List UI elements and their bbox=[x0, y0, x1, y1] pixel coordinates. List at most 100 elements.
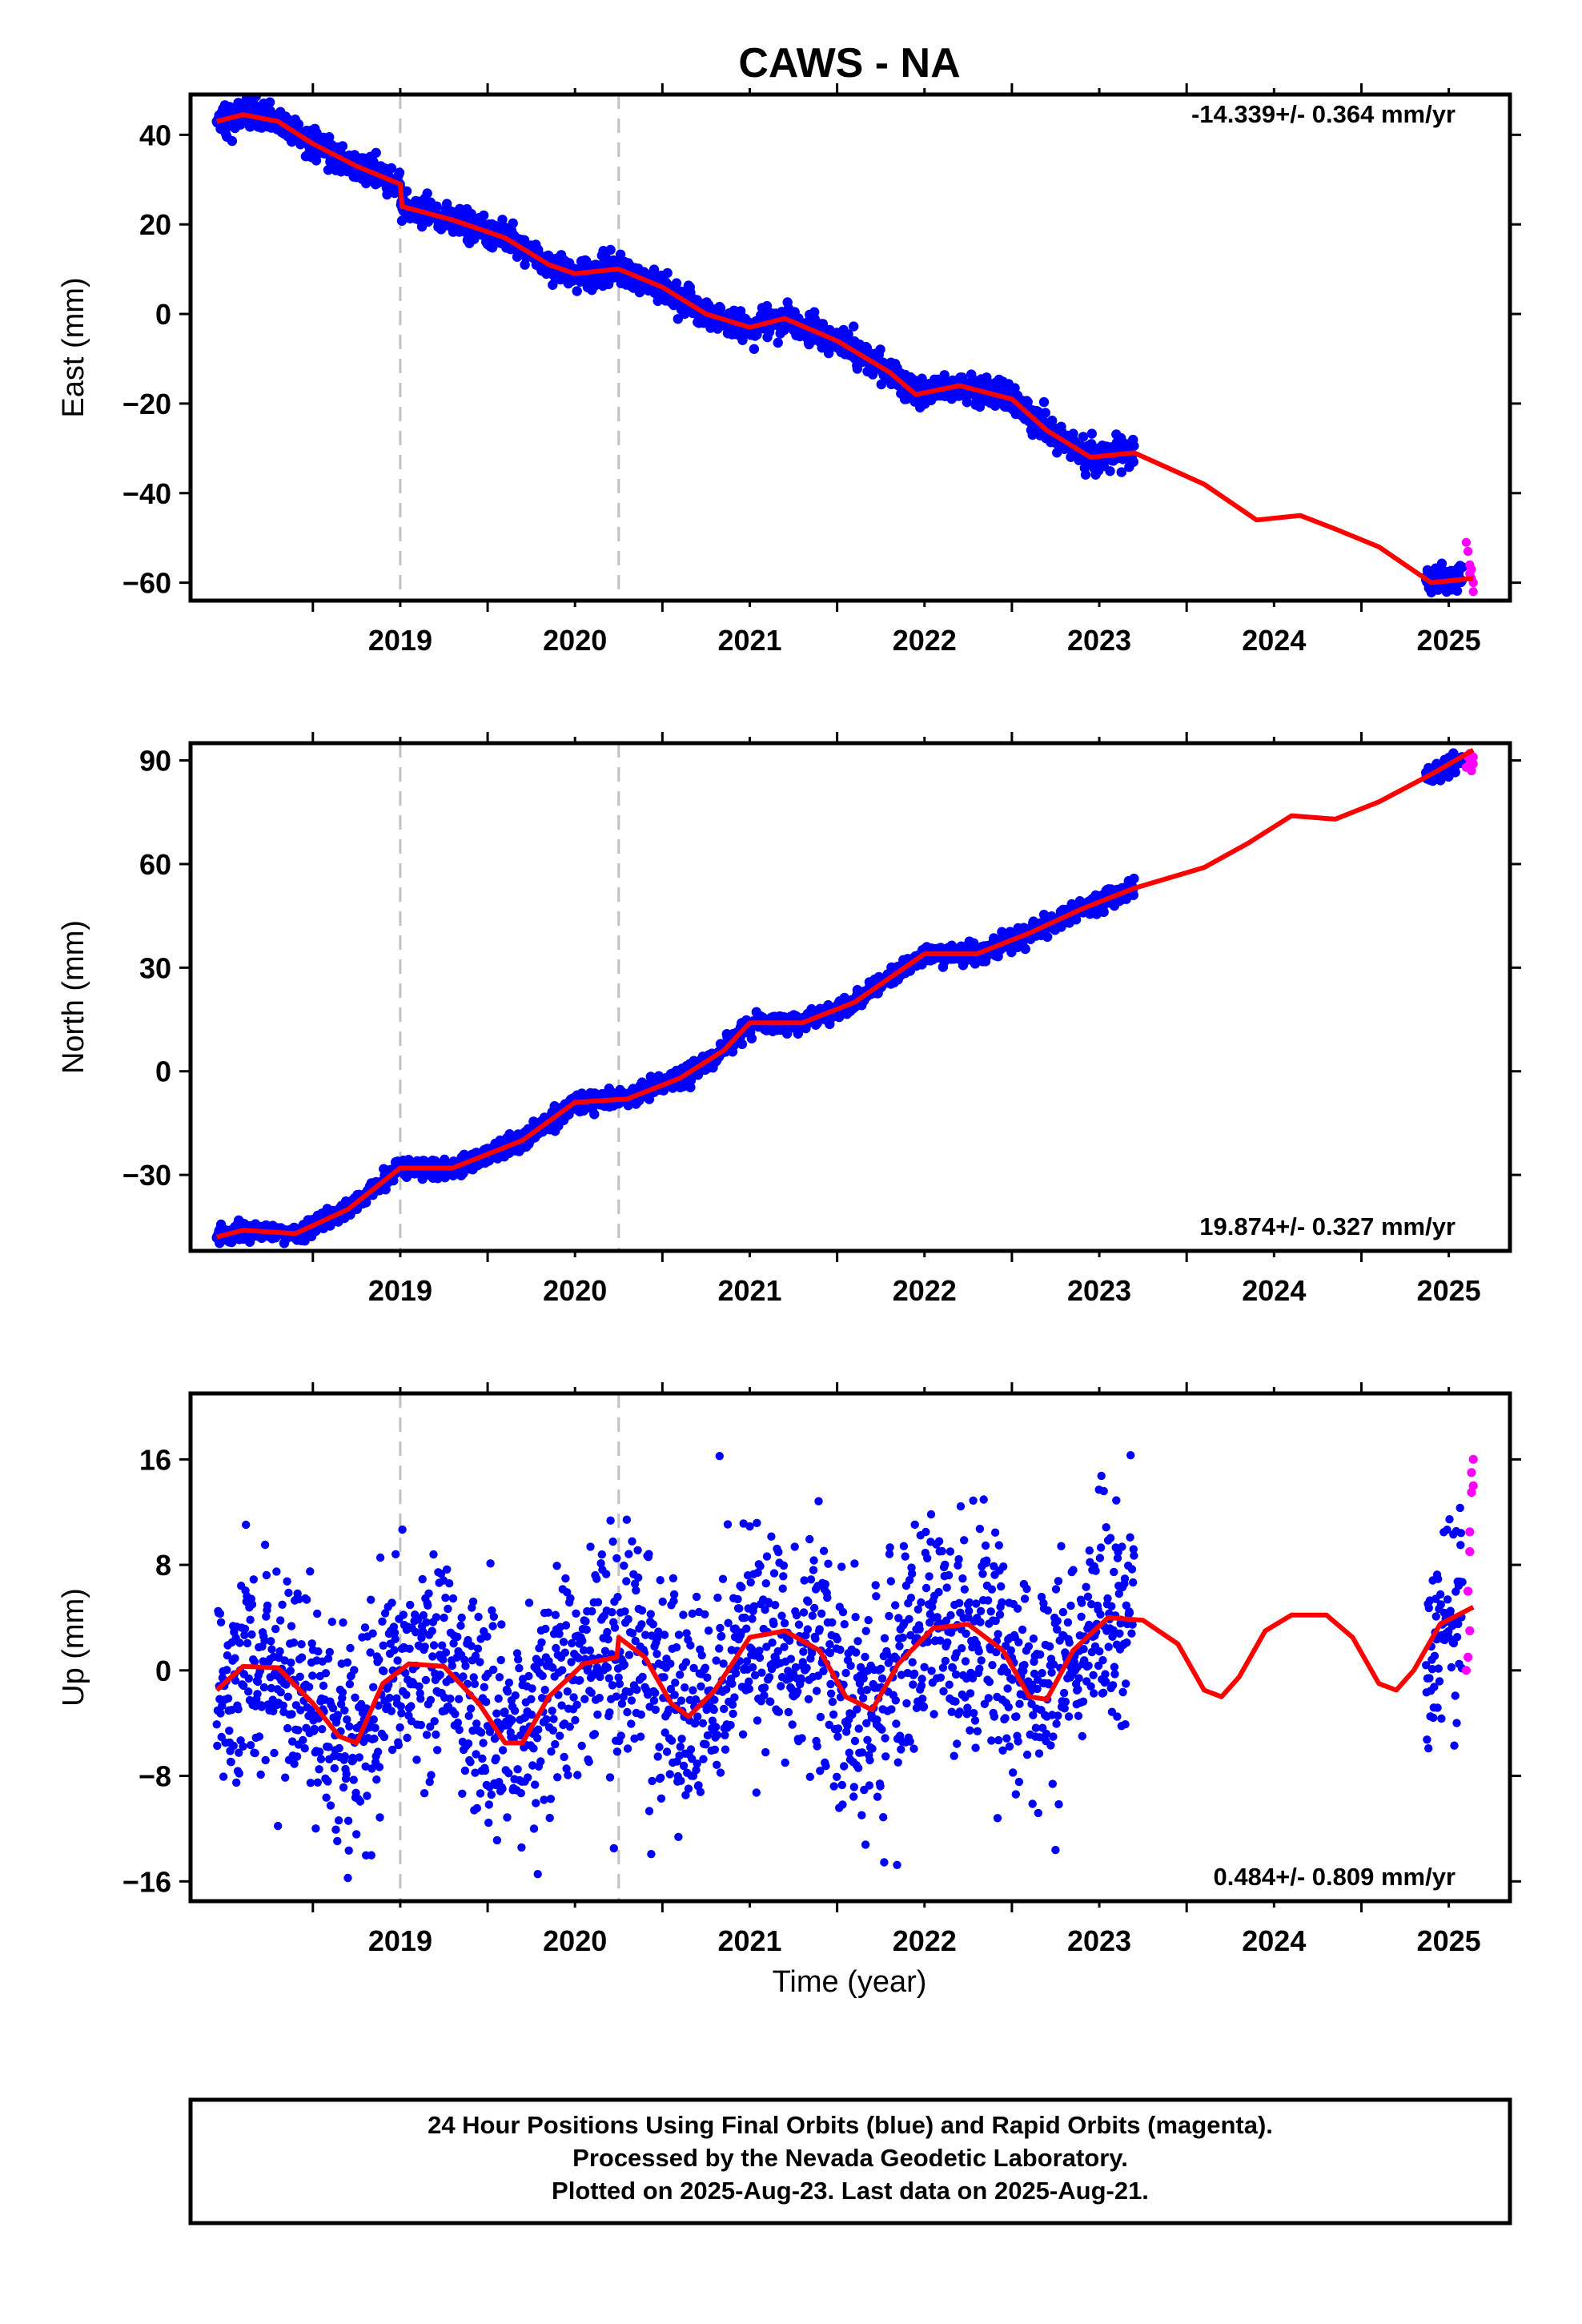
up-final-point bbox=[478, 1754, 487, 1763]
up-final-point bbox=[622, 1577, 631, 1586]
up-final-point bbox=[476, 1789, 485, 1798]
east-final-point bbox=[962, 397, 973, 408]
up-final-point bbox=[412, 1755, 421, 1764]
up-final-point bbox=[355, 1753, 363, 1762]
up-final-point bbox=[561, 1621, 571, 1630]
up-final-point bbox=[295, 1594, 303, 1604]
up-final-point bbox=[231, 1676, 240, 1685]
up-final-point bbox=[721, 1745, 730, 1754]
north-y-tick-label: 90 bbox=[139, 745, 171, 778]
up-final-point bbox=[693, 1712, 702, 1721]
up-final-point bbox=[370, 1734, 379, 1743]
up-final-point bbox=[684, 1784, 693, 1793]
east-x-tick-label: 2022 bbox=[893, 624, 957, 657]
up-final-point bbox=[540, 1686, 549, 1695]
up-final-point bbox=[651, 1705, 660, 1715]
up-final-point bbox=[279, 1701, 287, 1710]
up-final-point bbox=[472, 1750, 480, 1759]
up-final-point bbox=[269, 1707, 278, 1715]
east-final-point bbox=[1080, 469, 1091, 480]
up-final-point bbox=[438, 1641, 447, 1650]
up-final-point bbox=[592, 1574, 601, 1583]
north-final-point bbox=[1020, 943, 1030, 955]
up-final-point bbox=[439, 1655, 448, 1664]
east-final-point bbox=[311, 155, 322, 166]
up-final-point bbox=[563, 1687, 572, 1696]
east-final-point bbox=[1129, 440, 1139, 451]
east-final-point bbox=[1038, 396, 1050, 408]
up-final-point bbox=[448, 1661, 456, 1671]
up-final-point bbox=[593, 1710, 602, 1719]
east-final-point bbox=[662, 267, 673, 279]
east-final-point bbox=[917, 373, 927, 384]
up-final-point bbox=[717, 1631, 726, 1641]
up-final-point bbox=[665, 1705, 673, 1714]
up-final-point bbox=[375, 1763, 384, 1771]
up-final-point bbox=[360, 1623, 370, 1632]
up-final-point bbox=[373, 1747, 383, 1756]
up-final-point bbox=[571, 1715, 580, 1725]
up-final-point bbox=[624, 1614, 632, 1624]
up-final-point bbox=[516, 1788, 525, 1798]
up-final-point bbox=[672, 1642, 681, 1652]
up-final-point bbox=[596, 1559, 605, 1568]
up-final-point bbox=[433, 1746, 442, 1755]
up-final-point bbox=[660, 1673, 669, 1682]
east-rapid-point bbox=[1468, 587, 1478, 597]
up-final-point bbox=[412, 1628, 420, 1637]
up-final-point bbox=[596, 1672, 604, 1682]
up-final-point bbox=[541, 1624, 550, 1634]
up-final-point bbox=[548, 1663, 557, 1672]
north-final-point bbox=[1450, 767, 1460, 778]
up-final-point bbox=[339, 1783, 348, 1792]
up-final-point bbox=[679, 1610, 688, 1619]
up-final-point bbox=[689, 1663, 698, 1673]
up-final-point bbox=[391, 1550, 400, 1559]
up-final-point bbox=[247, 1600, 257, 1609]
up-final-point bbox=[290, 1759, 299, 1768]
up-final-point bbox=[494, 1694, 503, 1703]
up-final-point bbox=[622, 1515, 632, 1524]
up-final-point bbox=[699, 1755, 708, 1763]
north-x-tick-label: 2023 bbox=[1067, 1274, 1131, 1307]
up-final-point bbox=[339, 1618, 347, 1627]
up-final-point bbox=[492, 1835, 502, 1845]
up-final-point bbox=[536, 1658, 544, 1667]
east-final-point bbox=[432, 201, 442, 211]
up-final-point bbox=[223, 1666, 231, 1675]
east-final-point bbox=[615, 249, 626, 259]
up-final-point bbox=[331, 1825, 340, 1834]
up-final-point bbox=[549, 1715, 558, 1723]
up-final-point bbox=[244, 1687, 253, 1696]
east-x-tick-label: 2020 bbox=[543, 624, 607, 657]
up-final-point bbox=[624, 1651, 634, 1659]
up-final-point bbox=[648, 1620, 657, 1629]
up-final-point bbox=[369, 1683, 378, 1691]
up-final-point bbox=[283, 1577, 291, 1586]
up-final-point bbox=[677, 1696, 686, 1705]
up-final-point bbox=[454, 1695, 464, 1703]
up-final-point bbox=[420, 1642, 429, 1651]
up-final-point bbox=[708, 1716, 717, 1725]
up-final-point bbox=[600, 1647, 610, 1655]
east-final-point bbox=[227, 135, 238, 147]
east-final-point bbox=[1052, 448, 1062, 458]
north-final-point bbox=[1128, 890, 1139, 900]
east-rapid-point bbox=[1467, 565, 1476, 574]
up-plot-area bbox=[212, 1393, 1478, 1901]
east-final-point bbox=[773, 337, 783, 348]
up-final-point bbox=[612, 1692, 620, 1701]
up-final-point bbox=[215, 1609, 225, 1618]
north-rapid-point bbox=[1467, 766, 1476, 776]
up-final-point bbox=[300, 1744, 309, 1753]
up-final-point bbox=[492, 1754, 500, 1763]
up-final-point bbox=[346, 1643, 355, 1653]
up-final-point bbox=[606, 1516, 615, 1525]
up-final-point bbox=[306, 1779, 315, 1787]
up-final-point bbox=[428, 1652, 437, 1661]
up-final-point bbox=[398, 1525, 407, 1534]
east-plot-area bbox=[211, 94, 1478, 601]
up-final-point bbox=[552, 1562, 561, 1570]
up-final-point bbox=[636, 1710, 645, 1719]
up-final-point bbox=[321, 1669, 331, 1678]
